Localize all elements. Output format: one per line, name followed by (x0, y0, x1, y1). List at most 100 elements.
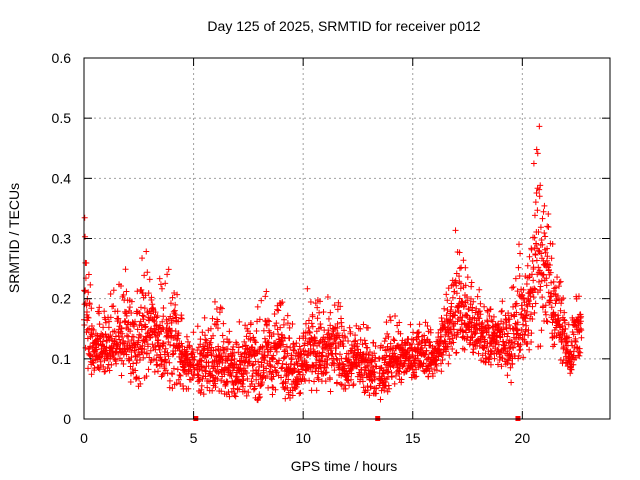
data-point (99, 338, 106, 345)
data-point (486, 354, 493, 361)
data-point (383, 352, 390, 359)
data-point (143, 350, 150, 357)
data-point (165, 266, 172, 273)
y-tick-label: 0.2 (52, 291, 72, 307)
data-point (120, 337, 127, 344)
data-point (456, 249, 463, 256)
data-point (285, 376, 292, 383)
data-point (534, 150, 541, 157)
data-point (549, 241, 556, 248)
data-point (117, 319, 124, 326)
data-point (532, 300, 539, 307)
data-point (474, 293, 481, 300)
data-point (449, 345, 456, 352)
data-point (218, 388, 225, 395)
data-point (183, 333, 190, 340)
data-point (208, 351, 215, 358)
data-point (322, 378, 329, 385)
data-point (515, 355, 522, 362)
data-point (186, 342, 193, 349)
data-point (521, 331, 528, 338)
data-point (240, 383, 247, 390)
data-point (454, 318, 461, 325)
data-point (510, 284, 517, 291)
data-point (302, 348, 309, 355)
data-point (84, 314, 91, 321)
data-point (465, 306, 472, 313)
data-point (277, 324, 284, 331)
data-point (293, 384, 300, 391)
data-point (560, 343, 567, 350)
data-point (536, 267, 543, 274)
data-point (203, 337, 210, 344)
data-point (561, 330, 568, 337)
data-point (169, 371, 176, 378)
data-point (442, 331, 449, 338)
data-point (531, 309, 538, 316)
data-point (293, 340, 300, 347)
data-point (284, 320, 291, 327)
data-point (464, 274, 471, 281)
data-point (326, 376, 333, 383)
data-point (555, 317, 562, 324)
data-point (332, 350, 339, 357)
data-point (316, 309, 323, 316)
data-point (442, 340, 449, 347)
data-point (506, 340, 513, 347)
data-point (270, 373, 277, 380)
data-point (516, 241, 523, 248)
data-point (198, 386, 205, 393)
data-point (153, 314, 160, 321)
data-point (520, 294, 527, 301)
data-point (302, 320, 309, 327)
data-point (479, 330, 486, 337)
data-point (204, 352, 211, 359)
data-point (155, 337, 162, 344)
data-point (490, 313, 497, 320)
data-point (481, 303, 488, 310)
data-point (426, 368, 433, 375)
data-point (159, 371, 166, 378)
data-point (257, 393, 264, 400)
data-point (532, 199, 539, 206)
data-points (81, 123, 585, 404)
data-point (535, 278, 542, 285)
data-point (241, 367, 248, 374)
data-point (513, 300, 520, 307)
data-point (576, 352, 583, 359)
data-point (350, 381, 357, 388)
data-point (228, 388, 235, 395)
data-point (525, 298, 532, 305)
data-point (308, 320, 315, 327)
y-tick-label: 0.1 (52, 351, 72, 367)
data-point (433, 367, 440, 374)
data-point (248, 378, 255, 385)
data-point (504, 348, 511, 355)
data-point (122, 348, 129, 355)
data-point (483, 343, 490, 350)
data-point (231, 349, 238, 356)
data-point (149, 301, 156, 308)
data-point (527, 311, 534, 318)
data-point (267, 362, 274, 369)
data-point (338, 323, 345, 330)
data-point (96, 321, 103, 328)
data-point (517, 332, 524, 339)
data-point (461, 346, 468, 353)
data-point (528, 246, 535, 253)
data-point (476, 315, 483, 322)
data-point (429, 373, 436, 380)
data-point (171, 307, 178, 314)
data-point (391, 350, 398, 357)
data-point (134, 288, 141, 295)
data-point (435, 329, 442, 336)
data-point (387, 317, 394, 324)
data-point (494, 361, 501, 368)
data-point (366, 349, 373, 356)
data-point (311, 348, 318, 355)
data-point (127, 328, 134, 335)
data-point (243, 392, 250, 399)
data-point (168, 319, 175, 326)
data-point (142, 292, 149, 299)
data-point (110, 303, 117, 310)
